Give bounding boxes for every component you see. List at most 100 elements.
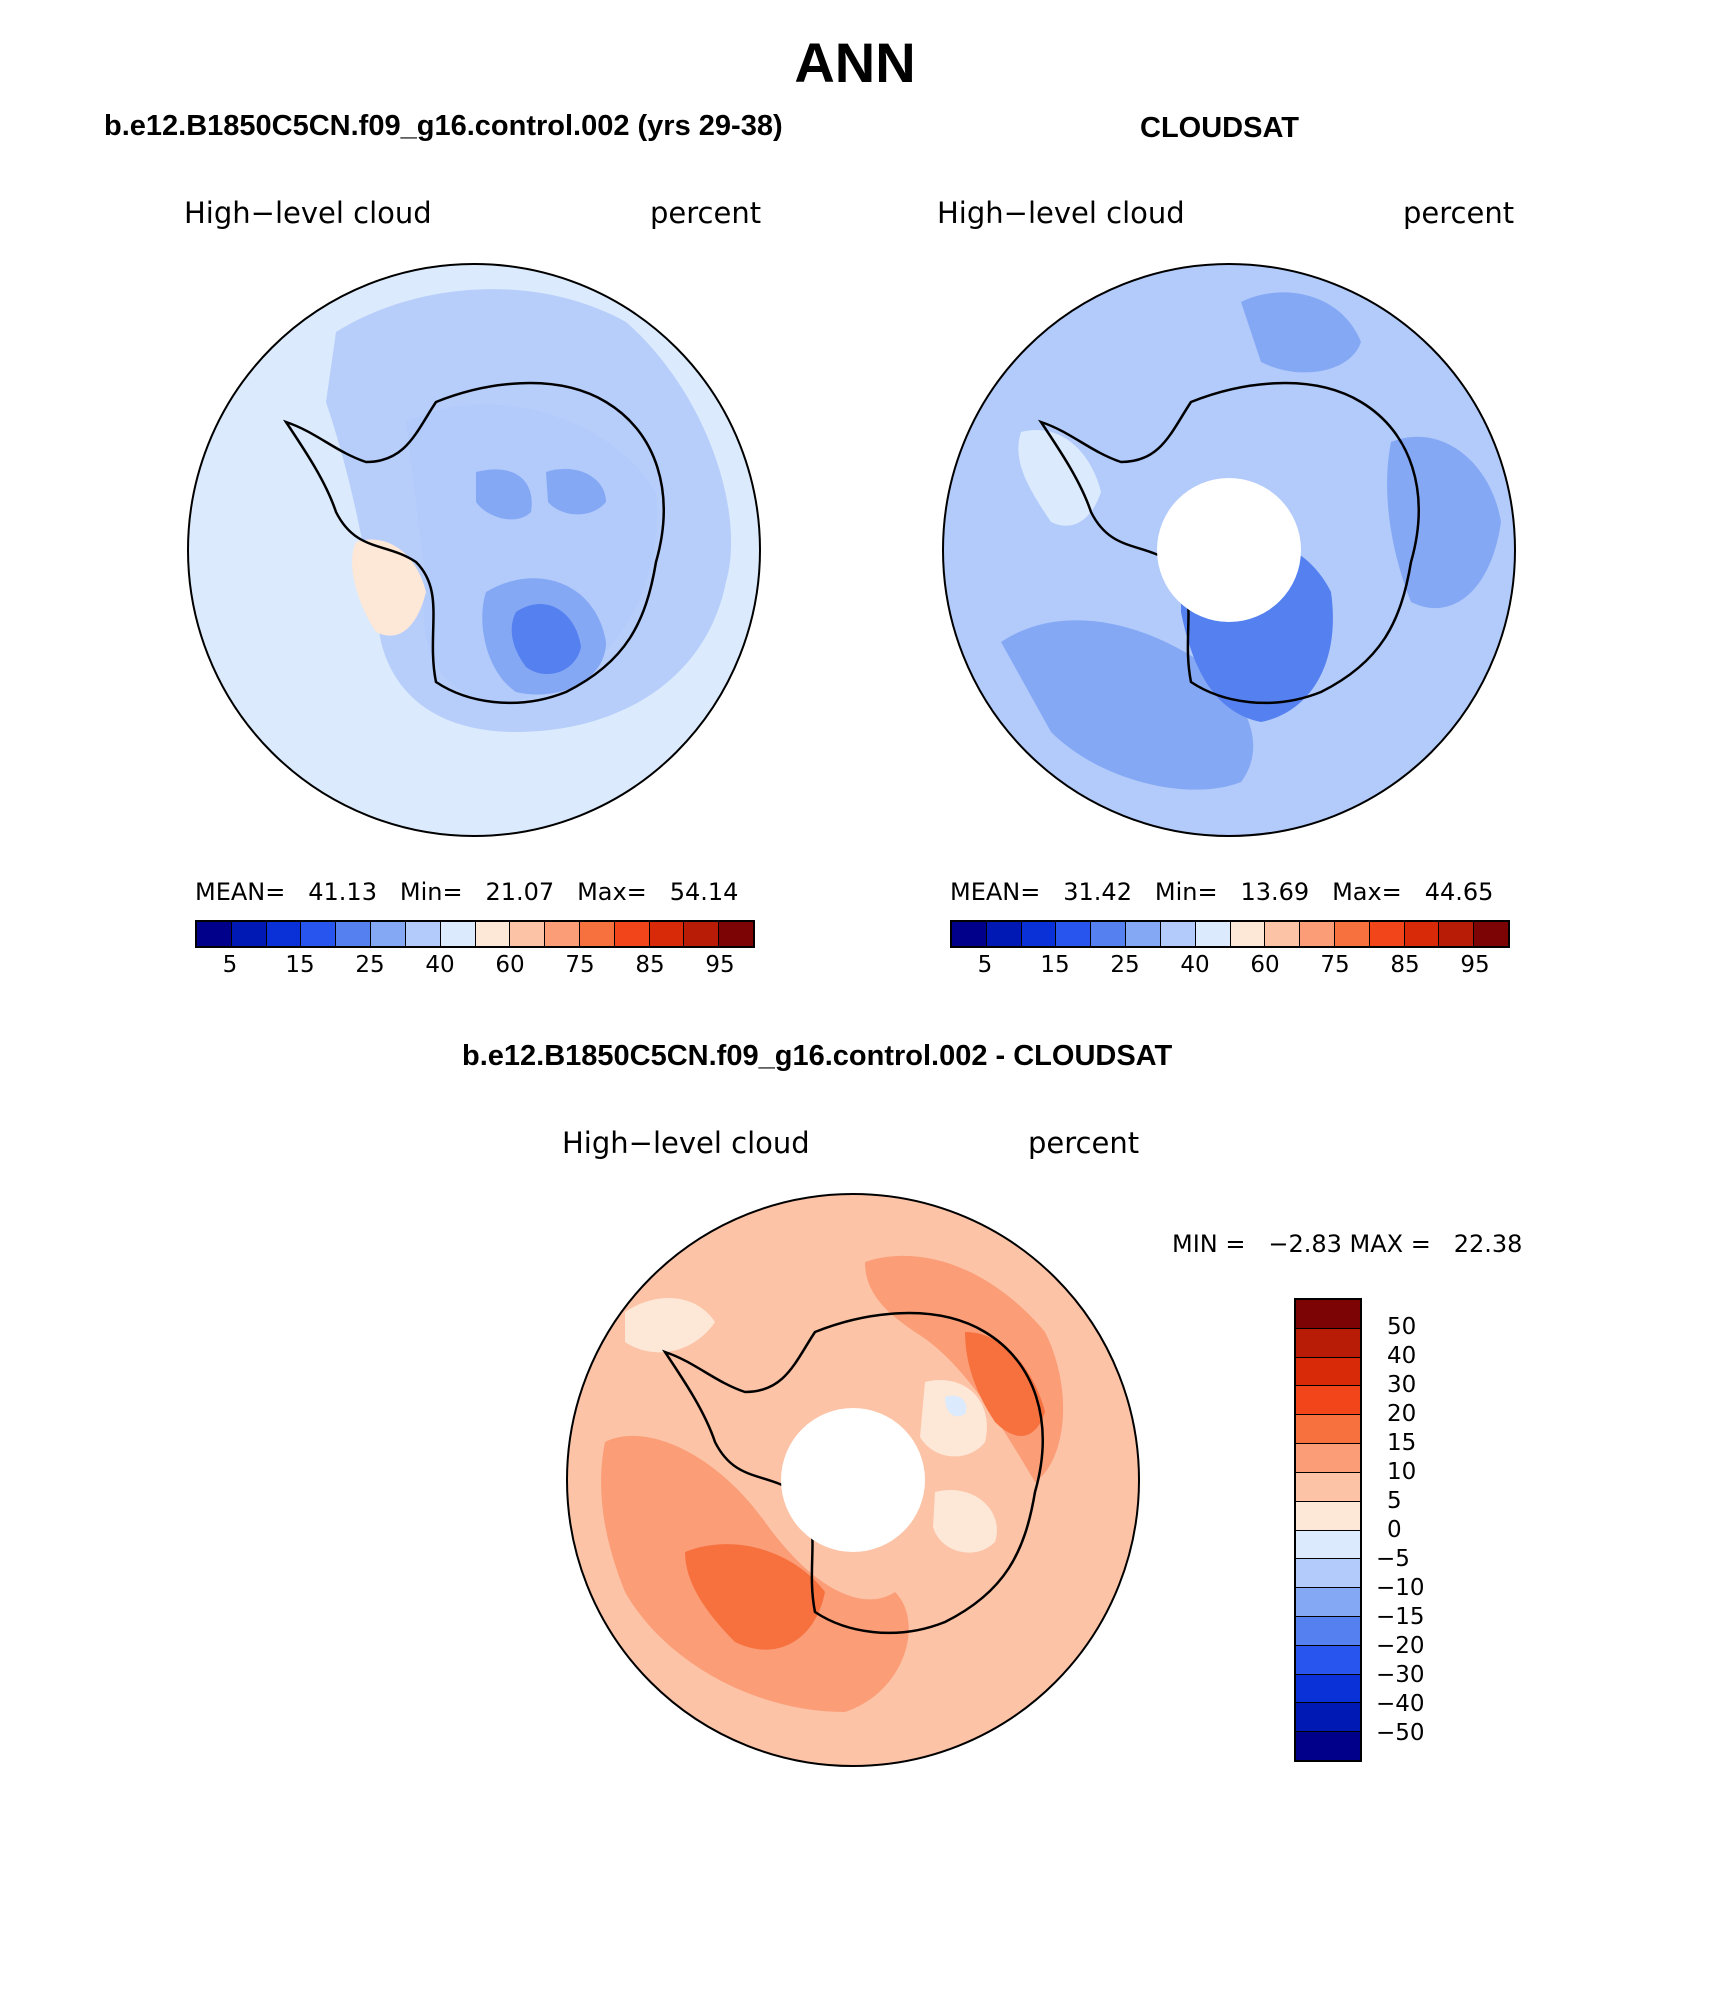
panel-1-colorbar-swatch (197, 922, 232, 946)
panel-2-colorbar-swatch (1021, 922, 1057, 946)
panel-1-colorbar-swatch (579, 922, 615, 946)
panel-1-colorbar-swatch (614, 922, 650, 946)
panel-1-min-label: Min= (399, 878, 463, 906)
panel-2-colorbar-swatch (1369, 922, 1405, 946)
panel-1-colorbar-swatch (266, 922, 302, 946)
panel-2-colorbar-swatch (1334, 922, 1370, 946)
panel-2-contour-west (1018, 430, 1101, 526)
diff-case-title: b.e12.B1850C5CN.f09_g16.control.002 - CL… (462, 1040, 1173, 1072)
panel-1-colorbar-swatch (684, 922, 720, 946)
diff-colorbar-swatch (1296, 1703, 1360, 1733)
diff-colorbar-swatch (1296, 1559, 1360, 1589)
diff-colorbar-tick-label: −50 (1376, 1720, 1425, 1746)
panel-1-mean-label: MEAN= (195, 878, 286, 906)
panel-2-colorbar-tick-label: 40 (1180, 952, 1210, 978)
diff-colorbar-ticks: 50 40 30 20 15 10 5 0 −5 −10 −15 −20 −30 −40 −50 (1376, 1298, 1496, 1762)
panel-2-colorbar-tick-label: 95 (1460, 952, 1490, 978)
panel-1-units: percent (650, 196, 762, 230)
panel-1-colorbar-tick-label: 15 (285, 952, 315, 978)
diff-colorbar-tick-label: 50 (1387, 1314, 1417, 1340)
diff-colorbar-swatch (1296, 1588, 1360, 1617)
panel-1-map (187, 263, 761, 837)
diff-colorbar-swatch (1296, 1300, 1360, 1329)
panel-2-map (942, 263, 1516, 837)
diff-colorbar-tick-label: −15 (1376, 1604, 1425, 1630)
diff-colorbar-swatch (1296, 1386, 1360, 1416)
panel-1-contour-east2 (546, 468, 606, 515)
panel-1-max-value: 54.14 (669, 878, 739, 906)
panel-2-colorbar-tick-label: 25 (1110, 952, 1140, 978)
diff-variable: High−level cloud (562, 1126, 810, 1160)
diff-colorbar-tick-label: −10 (1376, 1575, 1425, 1601)
panel-2-colorbar-tick-label: 75 (1320, 952, 1350, 978)
panel-2-contour-band (1001, 620, 1254, 790)
panel-2-colorbar-swatch (1160, 922, 1196, 946)
diff-colorbar-swatches (1294, 1298, 1362, 1762)
diff-colorbar-tick-label: −40 (1376, 1691, 1425, 1717)
panel-2-colorbar-swatch (1056, 922, 1092, 946)
panel-1-colorbar-swatch (719, 922, 753, 946)
diff-contour-north (625, 1298, 715, 1353)
diff-colorbar-tick-label: −30 (1376, 1662, 1425, 1688)
panel-2-colorbar-tick-label: 85 (1390, 952, 1420, 978)
panel-1-coastline (282, 381, 665, 705)
diff-colorbar-tick-label: 10 (1387, 1459, 1417, 1485)
panel-2-colorbar-tick-label: 5 (977, 952, 993, 978)
panel-1-colorbar-swatch (510, 922, 546, 946)
panel-1-colorbar-tick-label: 25 (355, 952, 385, 978)
panel-1-contour-core (511, 604, 581, 675)
diff-colorbar-swatch (1296, 1444, 1360, 1473)
diff-colorbar-swatch (1296, 1501, 1360, 1531)
panel-1-colorbar-swatch (475, 922, 511, 946)
panel-2-units: percent (1403, 196, 1515, 230)
panel-2-colorbar-ticks: 5 15 25 40 60 75 85 95 (950, 948, 1510, 978)
panel-2-colorbar-swatch (1195, 922, 1231, 946)
panel-2-mean-label: MEAN= (950, 878, 1041, 906)
panel-2-colorbar-swatch (1439, 922, 1475, 946)
panel-2-max-label: Max= (1332, 878, 1402, 906)
panel-2-contour-ne (1241, 292, 1361, 373)
panel-1-colorbar-swatch (336, 922, 372, 946)
panel-2-colorbar-swatch (1126, 922, 1161, 946)
diff-colorbar-tick-label: 30 (1387, 1372, 1417, 1398)
panel-2-colorbar-swatch (952, 922, 987, 946)
diff-colorbar-tick-label: 40 (1387, 1343, 1417, 1369)
diff-minmax: MIN = −2.83 MAX = 22.38 (1172, 1230, 1523, 1258)
panel-2-case-title: CLOUDSAT (1140, 112, 1299, 144)
panel-1-max-label: Max= (577, 878, 647, 906)
panel-2-colorbar-tick-label: 15 (1040, 952, 1070, 978)
diff-colorbar-tick-label: 0 (1387, 1517, 1402, 1543)
diff-colorbar-swatch (1296, 1645, 1360, 1675)
panel-1-colorbar-swatch (301, 922, 337, 946)
panel-1-colorbar-tick-label: 95 (705, 952, 735, 978)
panel-1-colorbar-swatches (195, 920, 755, 948)
diff-contour-east2 (933, 1490, 997, 1553)
diff-map (566, 1193, 1140, 1767)
panel-1-colorbar-tick-label: 60 (495, 952, 525, 978)
panel-2-max-value: 44.65 (1424, 878, 1494, 906)
panel-1-colorbar-swatch (545, 922, 580, 946)
panel-2-coastline (1037, 381, 1420, 705)
panel-2-polar-hole (1157, 478, 1301, 622)
diff-colorbar-swatch (1296, 1616, 1360, 1646)
diff-colorbar-swatch (1296, 1328, 1360, 1358)
panel-1-min-value: 21.07 (485, 878, 555, 906)
diff-polar-hole (781, 1408, 925, 1552)
diff-colorbar-swatch (1296, 1674, 1360, 1704)
panel-2-mean-value: 31.42 (1063, 878, 1132, 906)
panel-2-colorbar-tick-label: 60 (1250, 952, 1280, 978)
panel-1-case-title: b.e12.B1850C5CN.f09_g16.control.002 (yrs… (104, 110, 783, 142)
panel-1-variable: High−level cloud (184, 196, 432, 230)
panel-2-colorbar-swatch (1091, 922, 1127, 946)
panel-2-min-value: 13.69 (1240, 878, 1310, 906)
panel-1-colorbar-tick-label: 85 (635, 952, 665, 978)
panel-1-colorbar-swatch (371, 922, 406, 946)
diff-contour-neg (945, 1395, 967, 1417)
panel-2-stats: MEAN= 31.42 Min= 13.69 Max= 44.65 (950, 878, 1493, 906)
diff-coastline (661, 1311, 1044, 1635)
diff-contour-south-core (685, 1544, 825, 1650)
panel-2-colorbar-swatch (1404, 922, 1440, 946)
diff-colorbar-tick-label: 15 (1387, 1430, 1417, 1456)
panel-2-colorbar-swatch (1265, 922, 1301, 946)
diff-colorbar-tick-label: −5 (1376, 1546, 1410, 1572)
